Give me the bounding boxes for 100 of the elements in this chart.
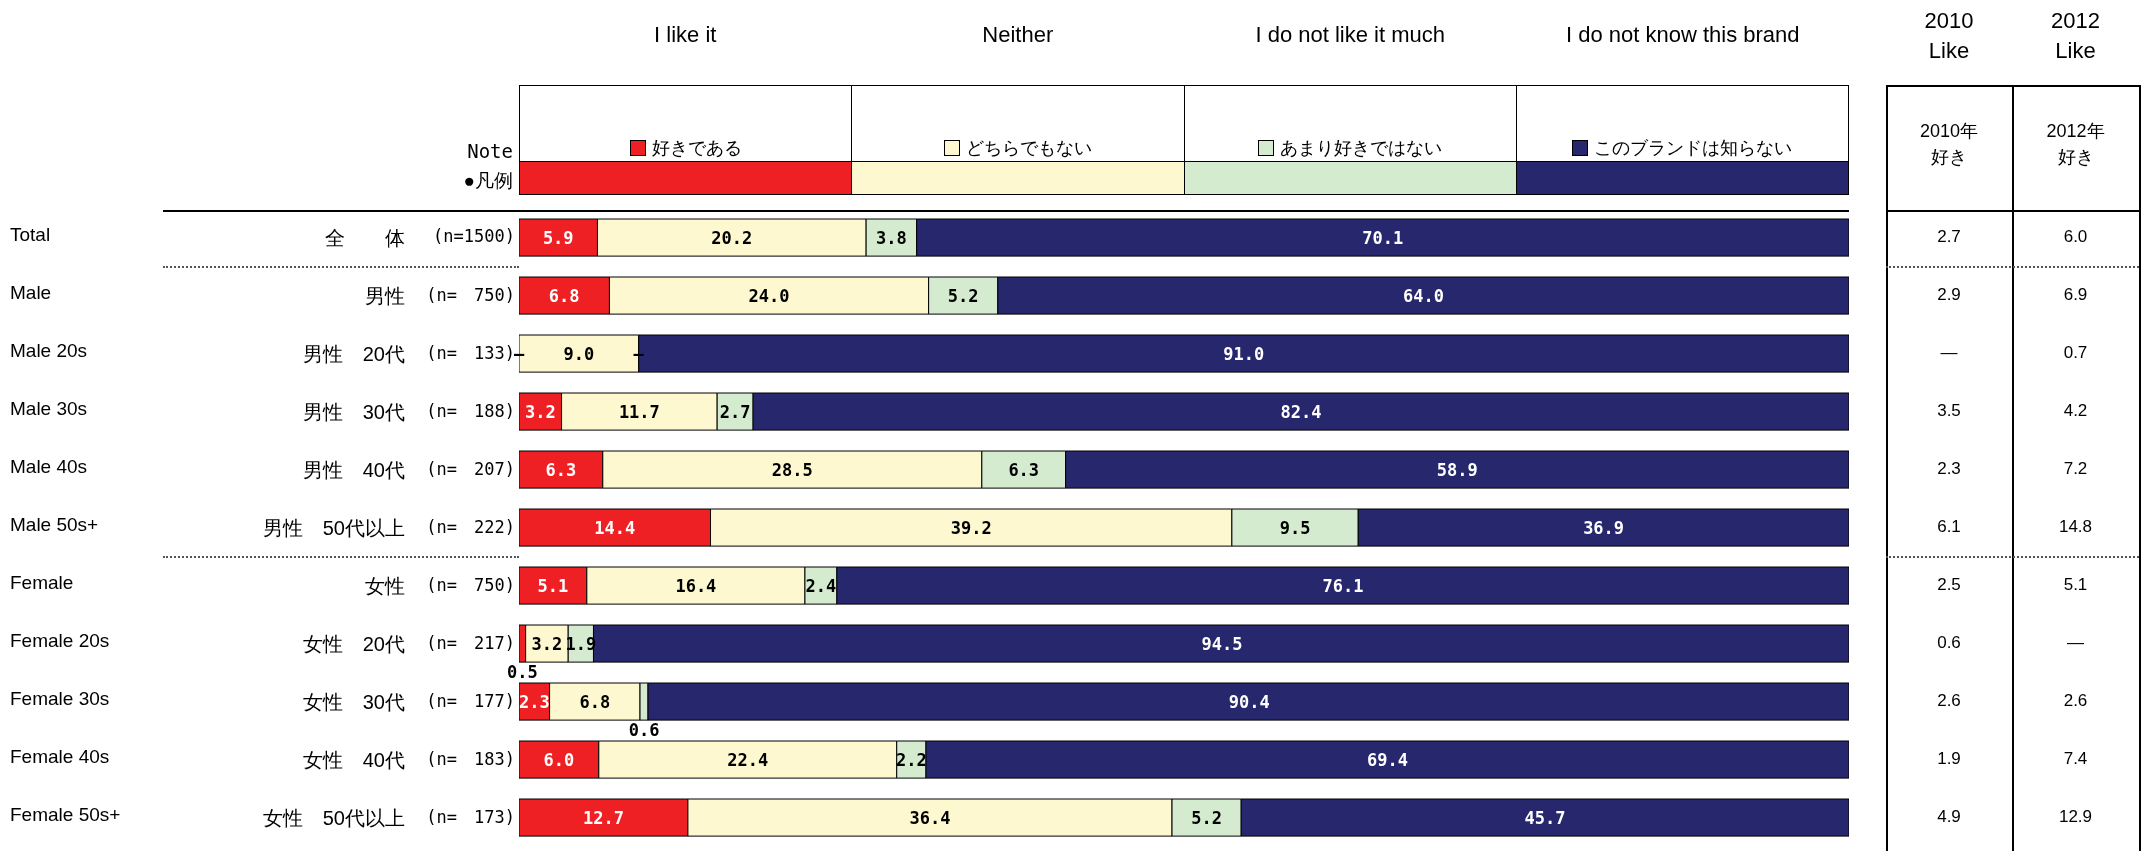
text: 14.8: [2057, 517, 2094, 537]
legend-label: 好きである: [651, 137, 742, 160]
y-tick-label: 女性 50代以上: [262, 807, 405, 829]
data-label: 20.2: [711, 228, 753, 248]
data-label: 94.5: [1201, 634, 1243, 654]
data-label: 6.0: [543, 750, 575, 770]
y-tick-label: 女性: [365, 575, 405, 597]
text: Female 40s: [10, 746, 110, 768]
text: (n= 173): [425, 806, 515, 829]
data-label: 36.4: [909, 808, 951, 828]
text: Male: [10, 282, 52, 304]
data-label: 22.4: [727, 750, 769, 770]
data-label: 24.0: [748, 286, 790, 306]
data-label: 0.6: [628, 719, 660, 740]
data-label: 2.3: [518, 692, 550, 712]
data-label: 2.4: [805, 576, 837, 596]
data-label: 2.7: [719, 402, 751, 422]
legend-label: どちらでもない: [965, 137, 1092, 160]
data-label: 45.7: [1524, 808, 1566, 828]
legend-label: あまり好きではない: [1280, 137, 1443, 160]
data-label: 16.4: [675, 576, 717, 596]
text: 5.1: [2062, 575, 2089, 595]
text: Male 30s: [10, 398, 88, 420]
text: (n= 207): [425, 458, 515, 481]
text: I do not know this brand: [1564, 22, 1801, 48]
text: Female 30s: [10, 688, 110, 710]
text: —: [2066, 633, 2085, 653]
y-tick-label: 男性 40代: [302, 459, 405, 481]
text: Total: [10, 224, 51, 246]
data-label: 36.9: [1583, 518, 1625, 538]
text: 2.6: [2062, 691, 2089, 711]
data-label: 3.2: [531, 634, 563, 654]
data-label: 3.2: [524, 402, 556, 422]
text: 6.0: [2062, 227, 2089, 247]
data-label: 91.0: [1223, 344, 1265, 364]
text: 2.9: [1936, 285, 1962, 305]
data-label: 5.1: [537, 576, 569, 596]
annotation: —: [513, 344, 525, 364]
y-tick-label: 全 体: [325, 227, 405, 249]
text: Male 20s: [10, 340, 88, 362]
y-tick-label: 男性: [365, 285, 405, 307]
text: I do not like it much: [1254, 22, 1446, 48]
text: (n= 750): [425, 574, 515, 597]
text: 2.7: [1936, 227, 1962, 247]
text: (n= 750): [425, 284, 515, 307]
data-label: 9.0: [563, 344, 595, 364]
data-label: 0.5: [506, 661, 538, 682]
text: 1.9: [1936, 749, 1962, 769]
data-label: 39.2: [950, 518, 992, 538]
y-tick-label: 女性 20代: [302, 633, 405, 655]
text: (n= 217): [425, 632, 515, 655]
text: 2.5: [1936, 575, 1962, 595]
y-tick-label: 女性 40代: [302, 749, 405, 771]
legend-label: このブランドは知らない: [1594, 137, 1793, 160]
text: I like it: [653, 22, 718, 48]
text: (n= 222): [425, 516, 515, 539]
data-label: 5.2: [1191, 808, 1222, 828]
data-label: 90.4: [1228, 692, 1270, 712]
text: Note: [466, 140, 513, 162]
y-tick-label: 男性 50代以上: [262, 517, 405, 539]
data-label: 11.7: [618, 402, 660, 422]
text: 3.5: [1936, 401, 1962, 421]
y-tick-label: 男性 20代: [302, 343, 405, 365]
text: (n= 188): [425, 400, 515, 423]
text: 6.9: [2062, 285, 2089, 305]
text: (n=1500): [432, 226, 515, 246]
text: 2010年好き: [1918, 120, 1979, 169]
text: Female 50s+: [10, 804, 121, 826]
text: Female 20s: [10, 630, 110, 652]
text: Neither: [981, 22, 1055, 48]
text: Male 50s+: [10, 514, 99, 536]
y-tick-label: 男性 30代: [302, 401, 405, 423]
data-label: 76.1: [1322, 576, 1364, 596]
text: 0.7: [2062, 343, 2089, 363]
data-label: 64.0: [1402, 286, 1444, 306]
data-label: 82.4: [1280, 402, 1322, 422]
text: (n= 177): [425, 690, 515, 713]
text: 2012年好き: [2045, 120, 2106, 169]
text: Female: [10, 572, 74, 594]
data-label: 3.8: [876, 228, 907, 248]
data-label: 5.2: [947, 286, 979, 306]
data-label: 5.9: [542, 228, 574, 248]
text: 7.2: [2062, 459, 2089, 479]
text: 12.9: [2057, 807, 2094, 827]
y-tick-label: 女性 30代: [302, 691, 405, 713]
data-label: 12.7: [582, 808, 624, 828]
text: —: [1939, 343, 1959, 363]
data-label: 6.8: [548, 286, 580, 306]
data-label: 6.3: [1008, 460, 1040, 480]
data-label: 70.1: [1362, 228, 1404, 248]
text: 4.9: [1936, 807, 1962, 827]
text: 2010 Like: [1923, 7, 1975, 65]
text: Male 40s: [10, 456, 88, 478]
text: 2012 Like: [2050, 7, 2101, 65]
text: 7.4: [2062, 749, 2089, 769]
text: ●凡例: [462, 169, 513, 193]
text: 2.6: [1936, 691, 1962, 711]
text: (n= 133): [425, 342, 515, 365]
data-label: 6.8: [579, 692, 611, 712]
annotation: —: [633, 344, 645, 364]
